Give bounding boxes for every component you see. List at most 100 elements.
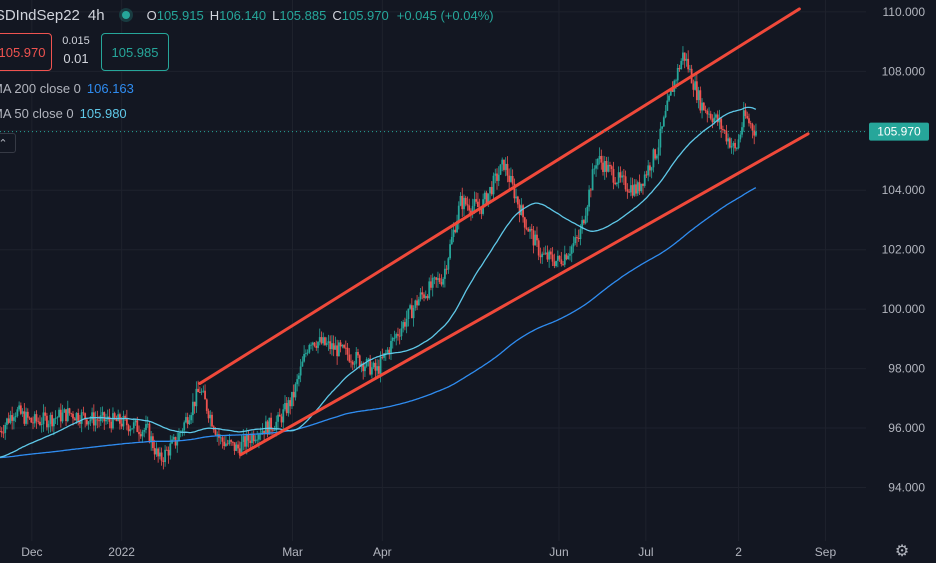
candle [16, 406, 19, 418]
candle-body [164, 449, 166, 463]
candle-body [541, 253, 544, 258]
candle-body [393, 337, 396, 339]
candle-body [419, 292, 422, 300]
candle-body [225, 443, 227, 447]
price-axis[interactable]: 94.000 96.000 98.000 100.000 102.000 104.000 1… [866, 0, 936, 541]
buy-button[interactable]: 105.985 [101, 33, 169, 71]
candle [642, 183, 644, 195]
candle [30, 417, 33, 423]
candle-body [563, 254, 566, 265]
candle-body [244, 436, 246, 447]
candle [11, 406, 14, 430]
ohlc-values: O105.915 H106.140 L105.885 C105.970 +0.0… [147, 8, 494, 23]
candle-body [0, 431, 3, 433]
candle-body [704, 110, 707, 111]
candle-body [343, 345, 345, 348]
candle [536, 226, 538, 248]
candle [377, 359, 380, 377]
candle [560, 251, 563, 267]
ma50-legend[interactable]: MA 50 close 0 105.980 [0, 106, 127, 124]
candle-body [372, 362, 375, 368]
candle-body [489, 187, 491, 194]
time-axis[interactable]: Dec 2022 Mar Apr Jun Jul 2 Sep [0, 541, 936, 563]
candle-body [534, 234, 537, 246]
candle [508, 168, 511, 189]
collapse-legend-button[interactable]: ⌃ [0, 133, 16, 153]
candle [231, 441, 234, 446]
candle-body [636, 182, 639, 194]
candle-body [202, 390, 205, 392]
candle-body [504, 163, 507, 170]
candle-body [158, 452, 161, 457]
candle [744, 103, 747, 119]
candle [643, 171, 646, 188]
candle [529, 226, 531, 239]
timeframe[interactable]: 4h [87, 6, 105, 24]
quantity-value[interactable]: 0.01 [63, 51, 89, 66]
candle-body [52, 418, 55, 427]
candle [306, 349, 309, 356]
candle [256, 430, 259, 446]
candle-body [452, 229, 455, 237]
candle-body [331, 343, 333, 350]
candle-body [567, 255, 570, 260]
candle-body [165, 449, 168, 451]
candle [141, 429, 144, 443]
candle [704, 105, 707, 114]
candle [633, 179, 636, 197]
candle [230, 439, 233, 446]
candle-body [598, 156, 601, 159]
sell-button[interactable]: 105.970 [0, 33, 52, 71]
candle-body [742, 110, 745, 128]
candle-body [320, 337, 323, 344]
candle-body [190, 415, 193, 421]
candle [153, 439, 156, 460]
candle [716, 110, 719, 126]
trendlines[interactable] [198, 7, 810, 457]
candle [694, 74, 697, 91]
candle [657, 139, 660, 165]
settings-gear-icon[interactable]: ⚙ [894, 543, 910, 560]
candle [438, 273, 441, 285]
candle-body [124, 416, 127, 418]
candle [4, 422, 7, 440]
candle-body [230, 440, 233, 442]
candle-body [92, 412, 95, 426]
candle-body [66, 408, 69, 422]
candle-body [193, 401, 196, 407]
candle [437, 271, 439, 289]
candle-body [129, 429, 132, 432]
candle-body [122, 416, 125, 427]
candle [522, 203, 524, 223]
candle-body [621, 175, 624, 178]
candle [635, 179, 637, 197]
candle-body [551, 254, 554, 262]
candle [56, 416, 59, 426]
ma200-legend[interactable]: MA 200 close 0 106.163 [0, 81, 134, 99]
candle-body [706, 110, 709, 115]
candle-body [723, 129, 726, 131]
symbol-name[interactable]: USDIndSep22 [0, 6, 80, 24]
candle [628, 188, 630, 194]
candle [40, 417, 43, 433]
candle [720, 117, 723, 138]
y-tick-label: 96.000 [888, 421, 925, 435]
candle [18, 401, 21, 412]
candle [35, 410, 38, 429]
candle-body [490, 187, 493, 195]
candle-body [150, 436, 153, 443]
candle-body [525, 227, 528, 229]
candle-body [143, 429, 146, 432]
candle-body [136, 420, 139, 432]
candle [2, 424, 5, 439]
candle-body [435, 277, 438, 280]
candle-body [117, 414, 120, 422]
candle-body [657, 147, 660, 156]
candle [636, 180, 639, 197]
candle-body [431, 277, 434, 288]
candle [652, 147, 655, 173]
candle-body [398, 335, 401, 337]
candle [26, 408, 29, 425]
candle-body [433, 277, 436, 279]
